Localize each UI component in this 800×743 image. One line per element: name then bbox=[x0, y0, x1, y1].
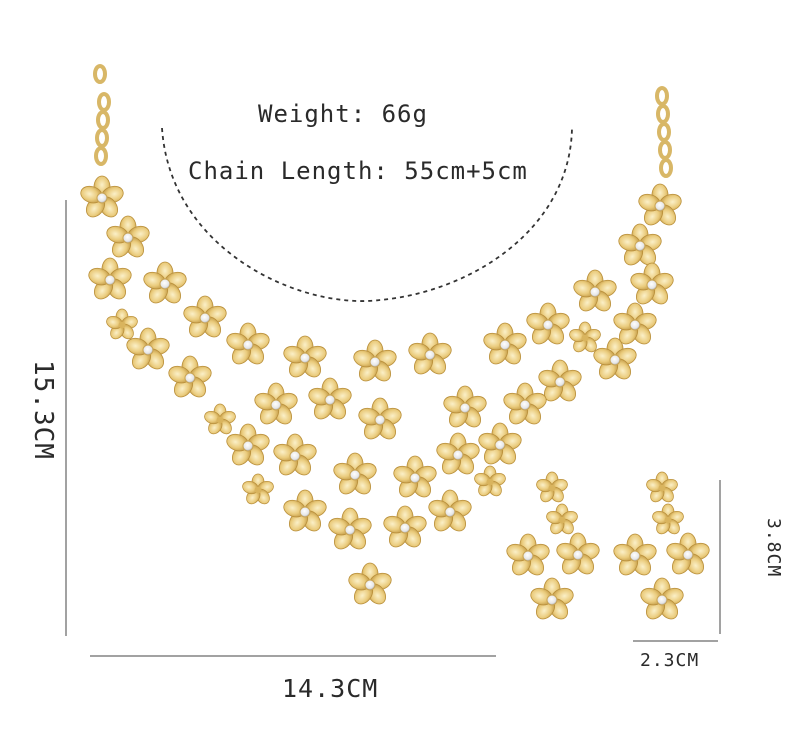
chain-length-label: Chain Length: 55cm+5cm bbox=[188, 157, 528, 185]
necklace-width-label: 14.3CM bbox=[282, 674, 379, 703]
necklace-height-label: 15.3CM bbox=[28, 360, 58, 460]
earring-left bbox=[504, 471, 602, 624]
necklace-chain-right bbox=[655, 86, 673, 178]
necklace-chain-left bbox=[93, 64, 111, 166]
earring-right bbox=[611, 471, 712, 624]
neckline-dashed-curve bbox=[161, 127, 573, 302]
earring-width-label: 2.3CM bbox=[640, 650, 700, 671]
necklace-flowers bbox=[78, 175, 684, 609]
earring-height-label: 3.8CM bbox=[763, 518, 784, 578]
weight-label: Weight: 66g bbox=[258, 100, 428, 128]
